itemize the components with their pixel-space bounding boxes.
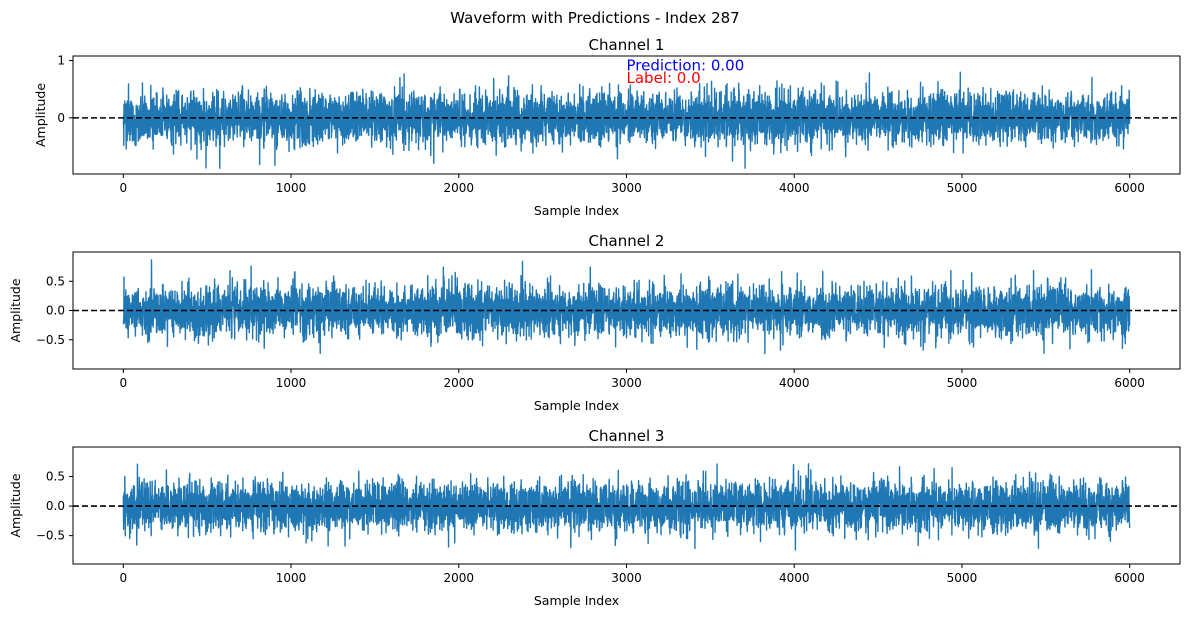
x-tick-label: 6000 [1114,571,1145,585]
x-tick-label: 3000 [611,181,642,195]
subplot-title: Channel 1 [589,36,665,54]
x-tick-label: 1000 [276,181,307,195]
y-axis-label: Amplitude [8,278,23,342]
x-tick-label: 3000 [611,571,642,585]
x-tick-label: 0 [119,181,127,195]
y-axis-label: Amplitude [33,83,48,147]
subplot-channel-1: Channel 1 0 1000 2000 3000 4000 5000 6000 0 1 Samp… [33,36,1181,218]
subplot-channel-3: Channel 3 0 1000 2000 3000 4000 5000 6000 −0.5 0.… [8,427,1181,608]
x-tick-label: 2000 [443,376,474,390]
x-tick-label: 5000 [947,376,978,390]
x-tick-label: 0 [119,571,127,585]
subplot-title: Channel 2 [589,232,665,250]
waveform-line [122,259,1131,355]
y-tick-label: −0.5 [36,529,65,543]
waveform-line [122,71,1131,169]
figure-title: Waveform with Predictions - Index 287 [450,9,739,27]
y-tick-label: 1 [57,54,65,68]
y-tick-label: 0.0 [46,499,65,513]
x-tick-label: 4000 [779,571,810,585]
subplot-title: Channel 3 [589,427,665,445]
subplot-channel-2: Channel 2 0 1000 2000 3000 4000 5000 6000 −0.5 0.… [8,232,1181,413]
x-tick-label: 1000 [276,376,307,390]
x-tick-label: 0 [119,376,127,390]
y-tick-label: 0.5 [46,470,65,484]
y-tick-label: 0 [57,111,65,125]
x-tick-label: 1000 [276,571,307,585]
x-tick-label: 4000 [779,376,810,390]
x-tick-label: 6000 [1114,181,1145,195]
x-axis-label: Sample Index [534,593,619,608]
y-tick-label: 0.0 [46,304,65,318]
x-tick-label: 3000 [611,376,642,390]
x-tick-label: 4000 [779,181,810,195]
x-tick-label: 6000 [1114,376,1145,390]
x-axis-label: Sample Index [534,398,619,413]
subplot-panels: Channel 1 0 1000 2000 3000 4000 5000 6000 0 1 Samp… [8,36,1181,608]
waveform-line [122,463,1131,551]
x-tick-label: 2000 [443,571,474,585]
x-tick-label: 5000 [947,571,978,585]
x-axis-label: Sample Index [534,203,619,218]
label-annotation: Label: 0.0 [627,69,701,87]
y-tick-label: 0.5 [46,274,65,288]
x-tick-label: 5000 [947,181,978,195]
x-tick-label: 2000 [443,181,474,195]
y-tick-label: −0.5 [36,333,65,347]
y-axis-label: Amplitude [8,473,23,537]
prediction-annotation: Prediction: 0.00 [627,56,745,74]
